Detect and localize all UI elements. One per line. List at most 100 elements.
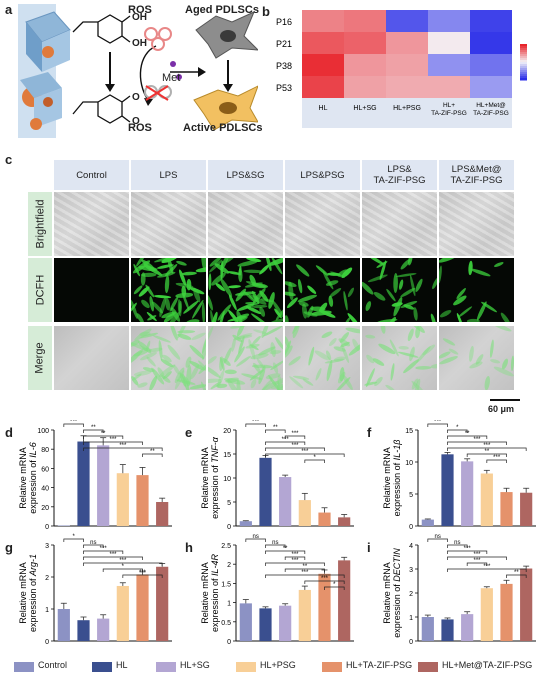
significance-bracket — [265, 544, 286, 548]
heatmap-col-label: HL+SG — [353, 105, 376, 112]
micrograph-row-header: Brightfield — [28, 192, 52, 256]
heatmap-cell — [428, 10, 470, 32]
y-tick-label: 60 — [41, 466, 49, 473]
micrograph-tile — [439, 192, 514, 256]
heatmap-cell — [386, 76, 428, 98]
colorbar-segment — [520, 78, 527, 81]
o-label-2: O — [132, 116, 140, 127]
scale-bar-label: 60 μm — [488, 404, 515, 414]
significance-bracket — [304, 580, 345, 584]
y-tick-label: 15 — [405, 428, 413, 435]
y-tick-label: 3 — [45, 543, 49, 550]
oh-label-1: OH — [132, 12, 147, 23]
significance-label: ** — [273, 425, 278, 431]
significance-bracket — [447, 550, 488, 554]
bar — [116, 585, 129, 641]
significance-label: ** — [302, 564, 307, 570]
bar — [97, 618, 110, 641]
heatmap-col-label: TA-ZIF-PSG — [431, 110, 467, 117]
colorbar-segment — [520, 52, 527, 55]
significance-label: *** — [464, 546, 472, 552]
significance-label: *** — [252, 420, 260, 425]
y-tick-label: 20 — [41, 505, 49, 512]
micrograph-tile — [285, 258, 360, 322]
legend-swatch — [236, 662, 256, 672]
bar — [279, 605, 292, 641]
significance-bracket — [284, 556, 306, 560]
bar — [500, 583, 513, 641]
bar-chart-h: 0 0.5 1 1.5 2 2.5 Relative mRNA expression of I… — [200, 534, 354, 646]
significance-bracket — [427, 538, 448, 542]
heatmap-cell — [302, 10, 344, 32]
bar — [97, 445, 110, 526]
significance-label: *** — [291, 431, 299, 437]
bar — [259, 608, 272, 641]
significance-label: ** — [101, 431, 106, 437]
bar — [441, 454, 454, 526]
panel-label-f: f — [367, 425, 372, 440]
significance-bracket — [265, 574, 345, 578]
colorbar-segment — [520, 44, 527, 47]
heatmap-col-label: TA-ZIF-PSG — [473, 110, 509, 117]
significance-label: *** — [282, 437, 290, 443]
y-axis-gene-label: expression of TNF-α — [210, 436, 220, 519]
micrograph-tile — [439, 326, 514, 390]
significance-label: * — [72, 534, 75, 540]
significance-label: ** — [150, 449, 155, 455]
bar — [480, 588, 493, 641]
colorbar-segment — [520, 60, 527, 63]
heatmap-cell — [302, 76, 344, 98]
significance-bracket — [304, 459, 325, 463]
legend-swatch — [14, 662, 34, 672]
heatmap-cell — [344, 32, 386, 54]
colorbar-segment — [520, 50, 527, 53]
bar — [259, 457, 272, 526]
y-tick-label: 2 — [409, 591, 413, 598]
significance-bracket — [142, 453, 163, 457]
significance-bracket — [83, 550, 124, 554]
heatmap-panel: P16 P21 P38 P53 HL HL+SG HL+PSG HL+ TA-ZIF-PSG HL… — [272, 4, 548, 150]
significance-label: *** — [291, 558, 299, 564]
significance-bracket — [447, 544, 468, 548]
heatmap-cell — [386, 54, 428, 76]
heatmap-cell — [470, 32, 512, 54]
micrograph-tile — [362, 326, 437, 390]
micrograph-column-header: LPS&Met@ TA-ZIF-PSG — [439, 160, 514, 190]
significance-label: *** — [301, 570, 309, 576]
significance-bracket — [466, 562, 488, 566]
heatmap-cell — [344, 10, 386, 32]
significance-label: ns — [90, 540, 96, 546]
heatmap-cell — [470, 54, 512, 76]
legend-label: HL — [116, 660, 128, 670]
significance-label: *** — [434, 420, 442, 425]
heatmap-cell — [428, 54, 470, 76]
micrograph-row-header: Merge — [28, 326, 52, 390]
heatmap-cell — [302, 32, 344, 54]
ros-top-label: ROS — [128, 4, 152, 16]
significance-label: * — [313, 455, 316, 461]
y-tick-label: 0 — [409, 524, 413, 531]
significance-bracket — [265, 441, 306, 445]
bar — [279, 477, 292, 526]
aged-cell — [195, 11, 260, 59]
significance-label: *** — [109, 552, 117, 558]
ros-rings — [144, 27, 172, 101]
significance-bracket — [63, 423, 84, 427]
y-tick-label: 2 — [45, 575, 49, 582]
bar — [77, 620, 90, 641]
micrograph-tile — [54, 258, 129, 322]
y-tick-label: 0 — [227, 639, 231, 646]
y-tick-label: 5 — [227, 500, 231, 507]
significance-bracket — [284, 568, 325, 572]
colorbar-segment — [520, 56, 527, 59]
micrograph-tile — [285, 326, 360, 390]
colorbar-segment — [520, 66, 527, 69]
y-tick-label: 1 — [409, 615, 413, 622]
colorbar-segment — [520, 54, 527, 57]
y-tick-label: 1 — [45, 607, 49, 614]
micrograph-column-header: LPS& TA-ZIF-PSG — [362, 160, 437, 190]
y-tick-label: 15 — [223, 452, 231, 459]
y-tick-label: 0 — [45, 524, 49, 531]
